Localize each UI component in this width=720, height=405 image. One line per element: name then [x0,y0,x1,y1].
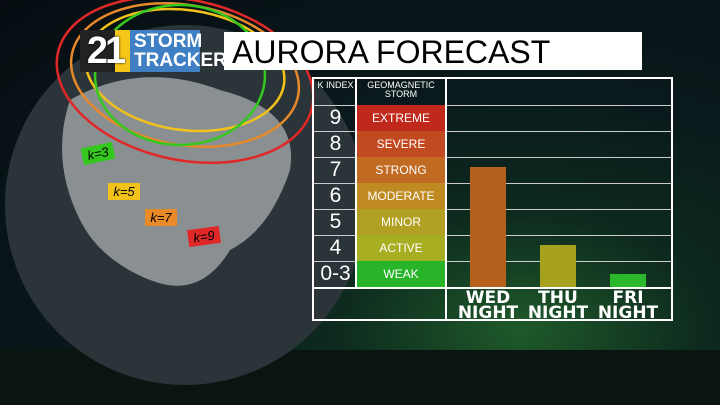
logo-line2: TRACKER [134,50,227,71]
bar-2 [610,274,646,287]
storm-header: GEOMAGNETIC STORM [367,80,435,99]
grid-line [314,105,671,106]
k-index-label: 5 [329,210,342,233]
k-index-label: 0-3 [320,262,351,285]
storm-level-label: MINOR [357,209,445,235]
bar-0 [470,167,506,287]
axis-line [314,287,671,289]
ring-label-k7: k=7 [145,209,177,226]
station-logo: 21 STORM TRACKER [80,30,227,72]
aurora-chart: K INDEX GEOMAGNETIC STORM 9 EXTREME 8 SEVER… [312,77,673,323]
k-index-label: 4 [329,236,342,259]
k-index-label: 8 [329,132,342,155]
storm-level-label: STRONG [357,157,445,183]
x-label: THU NIGHT [527,288,589,323]
divider [445,79,447,319]
divider [355,79,357,287]
k-index-label: 7 [329,158,342,181]
x-label: WED NIGHT [457,288,519,323]
storm-level-label: ACTIVE [357,235,445,261]
logo-number: 21 [80,30,130,72]
storm-level-label: WEAK [357,261,445,287]
page-title: AURORA FORECAST [224,32,642,70]
x-label: FRI NIGHT [597,288,659,323]
k-index-label: 9 [329,106,342,129]
k-index-label: 6 [329,184,342,207]
ring-label-k5: k=5 [108,183,140,200]
storm-level-label: MODERATE [357,183,445,209]
logo-text: STORM TRACKER [130,30,227,72]
storm-level-label: EXTREME [357,105,445,131]
logo-line1: STORM [134,31,203,52]
bar-1 [540,245,576,287]
grid-line [314,131,671,132]
grid-line [314,157,671,158]
storm-level-label: SEVERE [357,131,445,157]
k-index-header: K INDEX [317,80,354,90]
